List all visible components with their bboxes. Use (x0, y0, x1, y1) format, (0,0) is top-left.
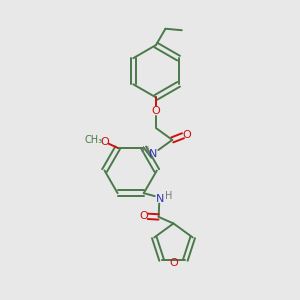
Text: O: O (182, 130, 191, 140)
Text: H: H (165, 191, 172, 201)
Text: N: N (149, 149, 157, 159)
Text: O: O (140, 211, 148, 221)
Text: O: O (169, 258, 178, 268)
Text: H: H (142, 146, 149, 156)
Text: O: O (152, 106, 160, 116)
Text: CH₃: CH₃ (84, 135, 102, 146)
Text: O: O (101, 137, 110, 147)
Text: N: N (156, 194, 164, 204)
